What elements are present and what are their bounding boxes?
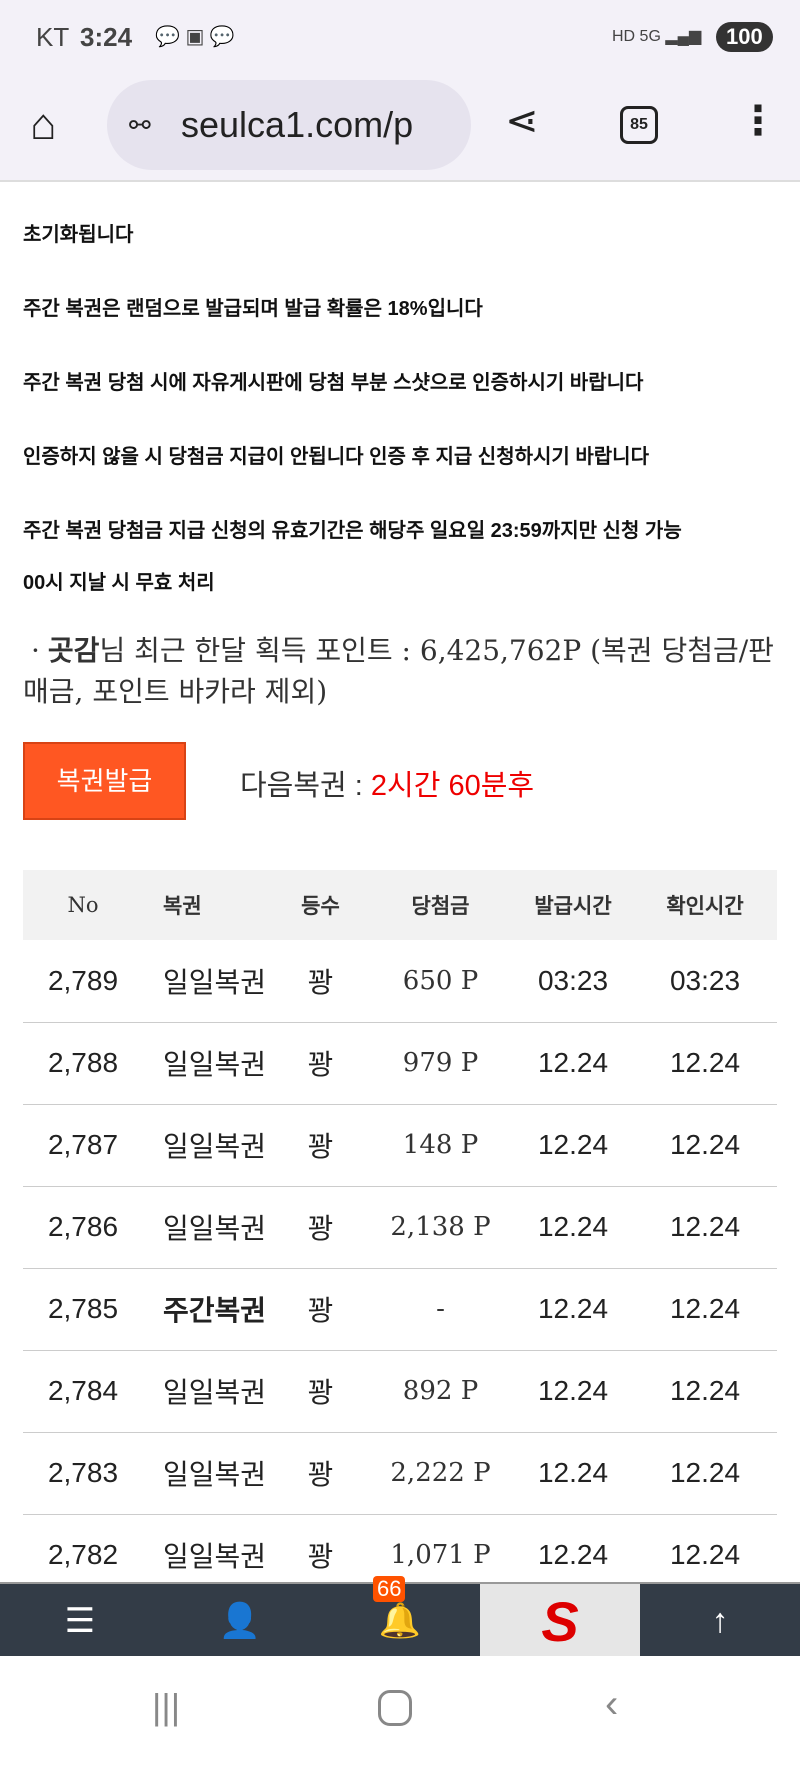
notifications-button[interactable]: 🔔 66: [320, 1576, 480, 1658]
site-settings-icon[interactable]: ⚯: [129, 110, 151, 140]
cell-rank: 꽝: [273, 1432, 368, 1515]
battery-indicator: 100: [716, 22, 773, 52]
cell-issued: 12.24: [513, 1268, 633, 1351]
table-row: 2,784 일일복권 꽝 892 P 12.24 12.24: [23, 1350, 777, 1433]
cell-checked: 12.24: [633, 1104, 777, 1187]
status-bar: KT 3:24 💬 ▣ 💬 HD 5G ▂▄▆ 100: [0, 0, 800, 80]
monthly-points: · 곳감님 최근 한달 획득 포인트 : 6,425,762P (복권 당첨금/판…: [23, 630, 783, 712]
table-row: 2,786 일일복권 꽝 2,138 P 12.24 12.24: [23, 1186, 777, 1269]
cell-lottery[interactable]: 일일복권: [143, 1104, 273, 1187]
cell-prize: 148 P: [368, 1104, 513, 1187]
cell-prize: 2,138 P: [368, 1186, 513, 1269]
cell-issued: 12.24: [513, 1022, 633, 1105]
cell-no: 2,785: [23, 1268, 143, 1351]
next-label: 다음복권 :: [240, 770, 371, 802]
cell-rank: 꽝: [273, 1186, 368, 1269]
col-issued: 발급시간: [513, 870, 633, 940]
table-header: No 복권 등수 당첨금 발급시간 확인시간: [23, 870, 777, 940]
note: 00시 지날 시 무효 처리: [23, 572, 215, 594]
cell-no: 2,789: [23, 940, 143, 1023]
cell-lottery[interactable]: 일일복권: [143, 1350, 273, 1433]
cell-lottery[interactable]: 일일복권: [143, 940, 273, 1023]
notification-icons: 💬 ▣ 💬: [155, 26, 235, 48]
note: 초기화됩니다: [23, 224, 134, 246]
recents-icon[interactable]: |||: [152, 1686, 181, 1727]
table-row: 2,783 일일복권 꽝 2,222 P 12.24 12.24: [23, 1432, 777, 1515]
menu-icon[interactable]: ☰: [64, 1602, 96, 1640]
cell-no: 2,788: [23, 1022, 143, 1105]
url-text: seulca1.com/p: [181, 104, 414, 145]
table-row: 2,787 일일복권 꽝 148 P 12.24 12.24: [23, 1104, 777, 1187]
cell-checked: 12.24: [633, 1350, 777, 1433]
signal-icon: HD 5G ▂▄▆: [612, 28, 702, 45]
cell-lottery[interactable]: 일일복권: [143, 1022, 273, 1105]
cell-issued: 03:23: [513, 940, 633, 1023]
carrier: KT: [36, 22, 70, 52]
col-rank: 등수: [273, 870, 368, 940]
user-icon[interactable]: 👤: [218, 1602, 262, 1640]
cell-checked: 12.24: [633, 1432, 777, 1515]
lottery-table: No 복권 등수 당첨금 발급시간 확인시간 2,789 일일복권 꽝 650 P 03…: [23, 870, 777, 1597]
cell-lottery[interactable]: 주간복권: [143, 1268, 273, 1351]
bell-icon: 🔔: [378, 1602, 422, 1640]
url-field[interactable]: ⚯ seulca1.com/p: [107, 80, 471, 170]
back-icon[interactable]: ‹: [605, 1682, 619, 1726]
cell-issued: 12.24: [513, 1350, 633, 1433]
cell-rank: 꽝: [273, 1022, 368, 1105]
system-nav: ||| ‹: [0, 1656, 800, 1778]
note: 인증하지 않을 시 당첨금 지급이 안됩니다 인증 후 지급 신청하시기 바랍니…: [23, 446, 649, 468]
username: 곳감: [47, 634, 100, 667]
note: 주간 복권 당첨금 지급 신청의 유효기간은 해당주 일요일 23:59까지만 …: [23, 520, 682, 542]
home-icon[interactable]: ⌂: [30, 100, 57, 149]
col-prize: 당첨금: [368, 870, 513, 940]
cell-checked: 12.24: [633, 1022, 777, 1105]
notification-badge: 66: [373, 1576, 406, 1602]
col-checked: 확인시간: [633, 870, 777, 940]
more-menu-icon[interactable]: ⋮: [738, 99, 778, 143]
points-text: 님 최근 한달 획득 포인트 : 6,425,762P (복권 당첨금/판매금,…: [23, 634, 774, 708]
bullet: ·: [31, 634, 40, 667]
cell-prize: 2,222 P: [368, 1432, 513, 1515]
col-lottery: 복권: [143, 870, 273, 940]
next-lottery: 다음복권 : 2시간 60분후: [240, 762, 534, 804]
browser-toolbar: ⌂ ⚯ seulca1.com/p ⋖ 85 ⋮: [0, 80, 800, 182]
cell-rank: 꽝: [273, 1350, 368, 1433]
cell-lottery[interactable]: 일일복권: [143, 1186, 273, 1269]
cell-checked: 03:23: [633, 940, 777, 1023]
cell-rank: 꽝: [273, 940, 368, 1023]
cell-checked: 12.24: [633, 1186, 777, 1269]
bottom-nav: ☰ 👤 🔔 66 S ↑: [0, 1576, 800, 1658]
scroll-top-icon[interactable]: ↑: [711, 1601, 729, 1640]
cell-no: 2,787: [23, 1104, 143, 1187]
cell-rank: 꽝: [273, 1104, 368, 1187]
cell-issued: 12.24: [513, 1186, 633, 1269]
note: 주간 복권은 랜덤으로 발급되며 발급 확률은 18%입니다: [23, 298, 483, 320]
table-row: 2,789 일일복권 꽝 650 P 03:23 03:23: [23, 940, 777, 1023]
next-time: 2시간 60분후: [370, 770, 535, 802]
table-row: 2,788 일일복권 꽝 979 P 12.24 12.24: [23, 1022, 777, 1105]
cell-prize: 892 P: [368, 1350, 513, 1433]
cell-rank: 꽝: [273, 1268, 368, 1351]
issue-lottery-button[interactable]: 복권발급: [23, 742, 186, 820]
cell-prize: -: [368, 1268, 513, 1351]
share-icon[interactable]: ⋖: [505, 99, 539, 143]
cell-no: 2,783: [23, 1432, 143, 1515]
cell-no: 2,786: [23, 1186, 143, 1269]
col-no: No: [23, 870, 143, 940]
home-nav-icon[interactable]: [378, 1690, 412, 1726]
note: 주간 복권 당첨 시에 자유게시판에 당첨 부분 스샷으로 인증하시기 바랍니다: [23, 372, 644, 394]
clock: 3:24: [80, 22, 133, 52]
cell-lottery[interactable]: 일일복권: [143, 1432, 273, 1515]
cell-no: 2,784: [23, 1350, 143, 1433]
cell-issued: 12.24: [513, 1104, 633, 1187]
table-row: 2,785 주간복권 꽝 -12.24 12.24: [23, 1268, 777, 1351]
cell-issued: 12.24: [513, 1432, 633, 1515]
cell-prize: 650 P: [368, 940, 513, 1023]
logo: S: [541, 1589, 579, 1653]
tab-switcher[interactable]: 85: [620, 106, 658, 144]
cell-prize: 979 P: [368, 1022, 513, 1105]
site-logo-button[interactable]: S: [480, 1584, 640, 1658]
cell-checked: 12.24: [633, 1268, 777, 1351]
